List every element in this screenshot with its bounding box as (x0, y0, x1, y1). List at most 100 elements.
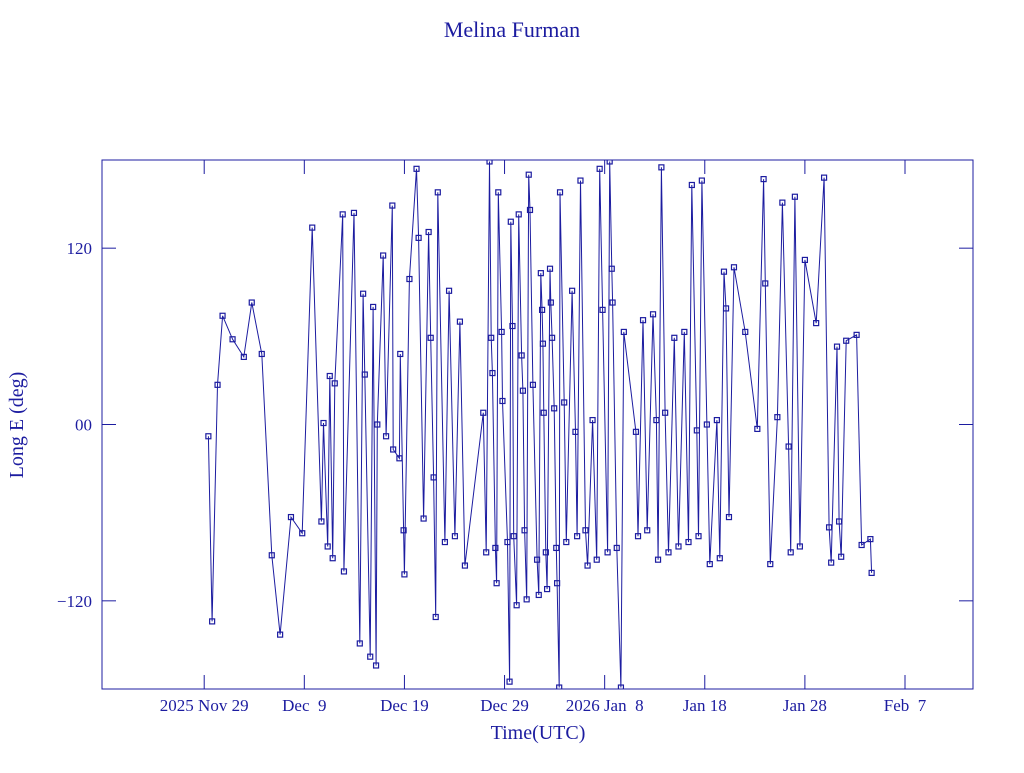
data-point (665, 549, 672, 556)
data-point (434, 189, 441, 196)
data-point (356, 640, 363, 647)
data-point (205, 433, 212, 440)
data-point (609, 299, 616, 306)
data-point (389, 202, 396, 209)
data-point (556, 189, 564, 196)
data-point (554, 580, 561, 587)
data-point (268, 552, 275, 559)
x-tick-label: Dec 29 (480, 696, 529, 715)
data-point (526, 206, 534, 214)
data-point (432, 613, 439, 621)
data-point (653, 416, 660, 424)
data-point (396, 455, 403, 462)
data-point (833, 343, 841, 350)
x-tick-label: Feb 7 (884, 696, 927, 715)
data-point (214, 381, 221, 388)
data-point (367, 653, 374, 660)
x-axis-label: Time(UTC) (491, 722, 586, 744)
data-point (340, 568, 348, 575)
data-point (867, 536, 874, 543)
data-point (420, 515, 427, 522)
data-point (229, 336, 236, 343)
data-point (258, 350, 265, 358)
data-point (577, 177, 584, 184)
data-point (406, 275, 413, 283)
data-point (551, 405, 558, 412)
data-point (425, 228, 432, 236)
data-point (445, 287, 453, 294)
data-point (370, 303, 377, 311)
data-point (525, 171, 532, 178)
data-point (730, 264, 738, 271)
data-point (835, 518, 843, 525)
data-point (533, 556, 541, 563)
data-point (767, 560, 774, 568)
data-point (277, 631, 284, 638)
data-point (287, 513, 295, 521)
data-point (681, 328, 688, 336)
data-point (486, 160, 493, 165)
data-point (599, 306, 606, 313)
y-tick-label: 00 (75, 416, 92, 435)
data-point (698, 177, 705, 184)
data-point (813, 320, 820, 327)
data-point (796, 543, 803, 550)
data-point (248, 299, 255, 306)
data-point (589, 416, 596, 424)
data-point (754, 425, 761, 433)
data-point (853, 331, 860, 338)
data-point (324, 543, 331, 550)
data-point (331, 380, 338, 387)
data-point (518, 352, 525, 359)
data-point (843, 337, 850, 344)
data-point (574, 533, 581, 540)
data-point (427, 334, 434, 341)
data-point (401, 571, 408, 578)
data-point (413, 165, 420, 172)
data-point (360, 290, 367, 297)
data-line (207, 161, 873, 688)
data-point (397, 350, 404, 358)
x-tick-label: 2025 Nov 29 (160, 696, 249, 715)
data-point (350, 209, 358, 216)
data-point (722, 305, 730, 312)
data-point (492, 544, 499, 552)
data-point (593, 556, 600, 563)
x-tick-label: Dec 19 (380, 696, 429, 715)
data-point (563, 538, 570, 546)
data-point (688, 181, 695, 189)
chart-title: Melina Furman (444, 17, 580, 42)
data-point (498, 328, 505, 336)
data-point (329, 555, 336, 562)
data-point (596, 165, 603, 172)
data-point (543, 585, 551, 593)
data-point (716, 555, 723, 562)
data-point (537, 270, 544, 277)
data-point (713, 416, 720, 424)
plot-frame (101, 159, 974, 690)
y-tick-label: 120 (67, 239, 93, 258)
data-point (762, 280, 769, 287)
data-point (240, 353, 247, 361)
data-point (374, 421, 381, 428)
data-point (561, 399, 568, 406)
data-point (513, 602, 520, 609)
data-point (695, 533, 702, 540)
data-point (685, 538, 692, 546)
data-point (495, 189, 502, 196)
data-point (521, 527, 528, 534)
data-point (506, 678, 513, 685)
data-point (441, 538, 448, 546)
data-point (644, 527, 651, 534)
data-point (720, 268, 728, 275)
data-point (825, 524, 833, 531)
data-point (361, 371, 368, 378)
data-point (382, 433, 390, 440)
data-point (509, 322, 516, 330)
data-point (504, 538, 511, 546)
data-point (318, 518, 325, 525)
data-point (372, 662, 380, 669)
data-point (461, 562, 469, 569)
y-tick-label: −120 (57, 592, 92, 611)
